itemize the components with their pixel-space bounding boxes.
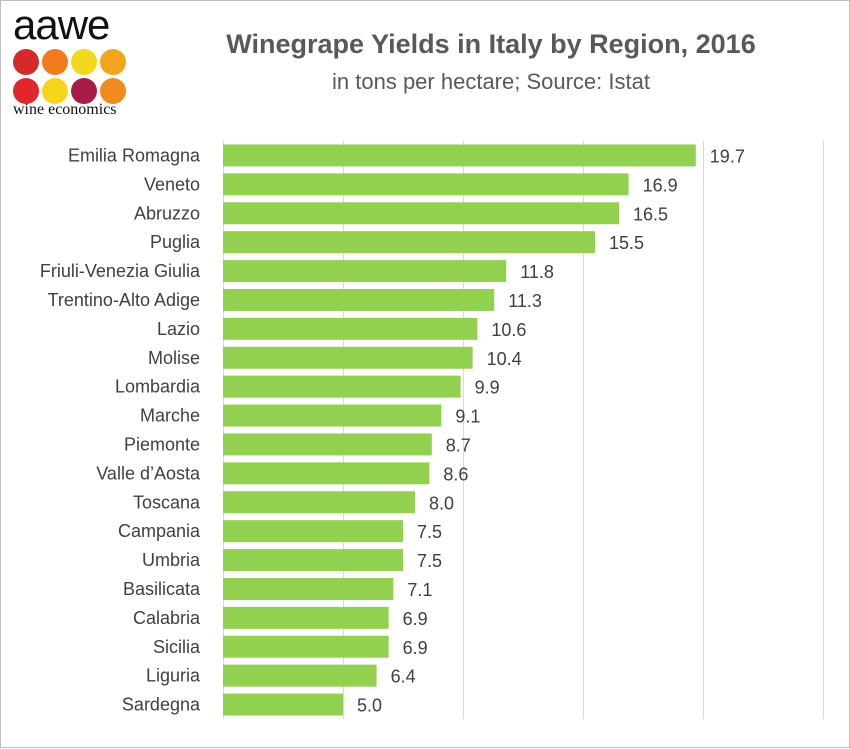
category-label: Abruzzo xyxy=(134,203,200,223)
logo-subtitle: wine economics xyxy=(13,101,117,118)
category-label: Trentino-Alto Adige xyxy=(48,290,200,310)
bar xyxy=(223,375,461,398)
data-label: 8.7 xyxy=(446,435,471,455)
data-label: 6.4 xyxy=(391,667,416,687)
data-label: 11.8 xyxy=(520,262,554,282)
data-label: 9.9 xyxy=(475,378,500,398)
chart-title: Winegrape Yields in Italy by Region, 201… xyxy=(226,29,756,59)
data-label: 5.0 xyxy=(357,696,382,716)
logo-dot xyxy=(13,49,39,75)
category-label: Marche xyxy=(140,406,200,426)
category-label: Campania xyxy=(118,521,201,541)
category-label: Friuli-Venezia Giulia xyxy=(40,261,201,281)
category-label: Calabria xyxy=(133,608,201,628)
data-label: 6.9 xyxy=(403,638,428,658)
bar xyxy=(223,317,478,340)
bar xyxy=(223,491,415,514)
bar xyxy=(223,404,442,427)
category-label: Toscana xyxy=(133,492,201,512)
category-label: Lombardia xyxy=(115,377,201,397)
data-label: 7.1 xyxy=(407,580,432,600)
data-label: 8.0 xyxy=(429,493,454,513)
bar xyxy=(223,664,377,687)
logo-dot xyxy=(13,78,39,104)
bar xyxy=(223,462,430,485)
category-label: Emilia Romagna xyxy=(68,145,201,165)
logo-dot xyxy=(71,49,97,75)
bar xyxy=(223,549,403,572)
data-label: 9.1 xyxy=(455,407,480,427)
data-label: 7.5 xyxy=(417,522,442,542)
data-label: 8.6 xyxy=(443,464,468,484)
bar xyxy=(223,346,473,369)
category-label: Sardegna xyxy=(122,695,201,715)
data-label: 6.9 xyxy=(403,609,428,629)
category-label: Umbria xyxy=(142,550,201,570)
data-label: 7.5 xyxy=(417,551,442,571)
bar xyxy=(223,288,495,311)
bar xyxy=(223,635,389,658)
bar xyxy=(223,606,389,629)
logo-dot xyxy=(100,49,126,75)
data-label: 15.5 xyxy=(609,233,644,253)
data-label: 11.3 xyxy=(508,291,542,311)
data-label: 19.7 xyxy=(710,146,745,166)
logo-dot xyxy=(42,49,68,75)
aawe-logo: aawe wine economics xyxy=(11,1,133,119)
logo-dot xyxy=(42,78,68,104)
category-label: Molise xyxy=(148,348,200,368)
category-label: Basilicata xyxy=(123,579,201,599)
bar xyxy=(223,173,629,196)
category-label: Valle d’Aosta xyxy=(96,463,201,483)
bar xyxy=(223,693,343,716)
bar xyxy=(223,144,696,167)
bar xyxy=(223,520,403,543)
category-label: Sicilia xyxy=(153,637,201,657)
category-label: Lazio xyxy=(157,319,200,339)
bar xyxy=(223,202,619,225)
bar xyxy=(223,231,595,254)
category-label: Piemonte xyxy=(124,434,200,454)
bar xyxy=(223,260,507,283)
data-label: 16.5 xyxy=(633,204,668,224)
data-label: 10.6 xyxy=(491,320,526,340)
category-label: Puglia xyxy=(150,232,201,252)
data-label: 16.9 xyxy=(643,175,678,195)
data-label: 10.4 xyxy=(487,349,522,369)
logo-dots-icon xyxy=(13,49,133,107)
category-label: Liguria xyxy=(146,666,201,686)
logo-dot xyxy=(71,78,97,104)
bar xyxy=(223,577,394,600)
chart-subtitle: in tons per hectare; Source: Istat xyxy=(332,69,650,94)
logo-dot xyxy=(100,78,126,104)
bar xyxy=(223,433,432,456)
logo-wordmark: aawe xyxy=(13,1,110,48)
category-label: Veneto xyxy=(144,174,200,194)
